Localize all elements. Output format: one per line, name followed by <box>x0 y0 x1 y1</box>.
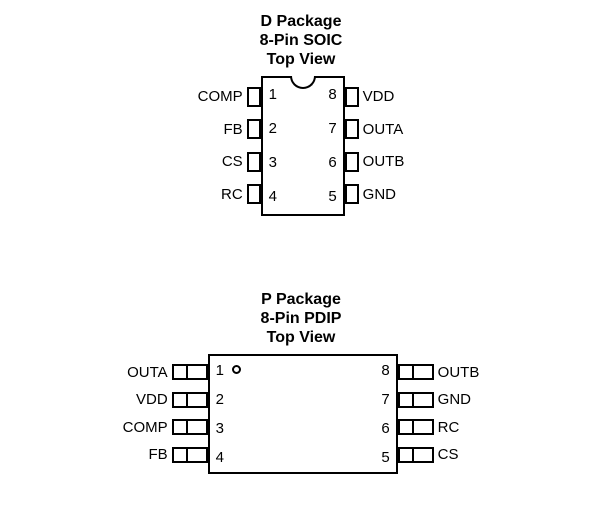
pin-icon <box>398 447 434 463</box>
pin-number: 5 <box>328 188 336 205</box>
pin-icon <box>398 419 434 435</box>
title-line: D Package <box>260 12 343 31</box>
right-pins <box>398 359 434 469</box>
pin-icon <box>345 152 359 172</box>
pin-label: VDD <box>363 89 405 104</box>
title-line: 8-Pin PDIP <box>261 309 342 328</box>
pin-icon <box>247 87 261 107</box>
pin-label: COMP <box>123 420 168 435</box>
pin-icon <box>247 119 261 139</box>
pin-label: OUTA <box>363 122 405 137</box>
pin-number: 7 <box>381 391 389 408</box>
title-line: Top View <box>260 50 343 69</box>
pin-number: 4 <box>269 188 277 205</box>
pin-number: 1 <box>269 86 277 103</box>
pin-icon <box>172 419 208 435</box>
pin-icon <box>247 152 261 172</box>
left-pins <box>172 359 208 469</box>
pin-icon <box>345 87 359 107</box>
right-pins <box>345 81 359 211</box>
pin-number: 6 <box>328 154 336 171</box>
pin-label: COMP <box>198 89 243 104</box>
pin-icon <box>247 184 261 204</box>
pin-number: 7 <box>328 120 336 137</box>
pin-label: RC <box>198 187 243 202</box>
right-pin-labels: VDD OUTA OUTB GND <box>363 81 405 211</box>
pin-icon <box>345 119 359 139</box>
pin-number: 6 <box>381 420 389 437</box>
pin-number: 5 <box>381 449 389 466</box>
package-d-title: D Package 8-Pin SOIC Top View <box>260 12 343 70</box>
pin-icon <box>172 364 208 380</box>
pin-label: FB <box>198 122 243 137</box>
pin-label: RC <box>438 420 480 435</box>
pin-number: 3 <box>216 420 224 437</box>
package-p-title: P Package 8-Pin PDIP Top View <box>261 290 342 348</box>
left-pin-labels: OUTA VDD COMP FB <box>123 359 168 469</box>
pin-number: 2 <box>216 391 224 408</box>
right-pin-numbers: 8 7 6 5 <box>328 78 336 214</box>
pin-icon <box>172 392 208 408</box>
notch-icon <box>290 76 316 89</box>
title-line: P Package <box>261 290 342 309</box>
title-line: 8-Pin SOIC <box>260 31 343 50</box>
pin-label: CS <box>438 447 480 462</box>
left-pin-numbers: 1 2 3 4 <box>216 356 224 472</box>
pin-icon <box>398 392 434 408</box>
package-d-chip: COMP FB CS RC 1 2 3 4 8 7 6 5 <box>198 76 405 216</box>
right-pin-labels: OUTB GND RC CS <box>438 359 480 469</box>
left-pin-numbers: 1 2 3 4 <box>269 78 277 214</box>
pin-number: 2 <box>269 120 277 137</box>
pin-number: 4 <box>216 449 224 466</box>
pin-label: OUTA <box>123 365 168 380</box>
pin-label: FB <box>123 447 168 462</box>
package-p: P Package 8-Pin PDIP Top View OUTA VDD C… <box>0 290 602 474</box>
pin-icon <box>345 184 359 204</box>
right-pin-numbers: 8 7 6 5 <box>381 356 389 472</box>
pin-label: VDD <box>123 392 168 407</box>
package-d: D Package 8-Pin SOIC Top View COMP FB CS… <box>0 12 602 216</box>
pin-number: 1 <box>216 362 224 379</box>
pin-number: 8 <box>328 86 336 103</box>
title-line: Top View <box>261 328 342 347</box>
pin-number: 3 <box>269 154 277 171</box>
chip-body: 1 2 3 4 8 7 6 5 <box>261 76 345 216</box>
pin1-dot-icon <box>232 365 241 374</box>
pin-number: 8 <box>381 362 389 379</box>
pin-label: CS <box>198 154 243 169</box>
pin-label: OUTB <box>363 154 405 169</box>
pin-label: GND <box>438 392 480 407</box>
left-pins <box>247 81 261 211</box>
pin-icon <box>398 364 434 380</box>
pin-icon <box>172 447 208 463</box>
chip-body: 1 2 3 4 8 7 6 5 <box>208 354 398 474</box>
package-p-chip: OUTA VDD COMP FB 1 2 3 4 8 7 6 5 <box>123 354 480 474</box>
pin-label: GND <box>363 187 405 202</box>
left-pin-labels: COMP FB CS RC <box>198 81 243 211</box>
pin-label: OUTB <box>438 365 480 380</box>
